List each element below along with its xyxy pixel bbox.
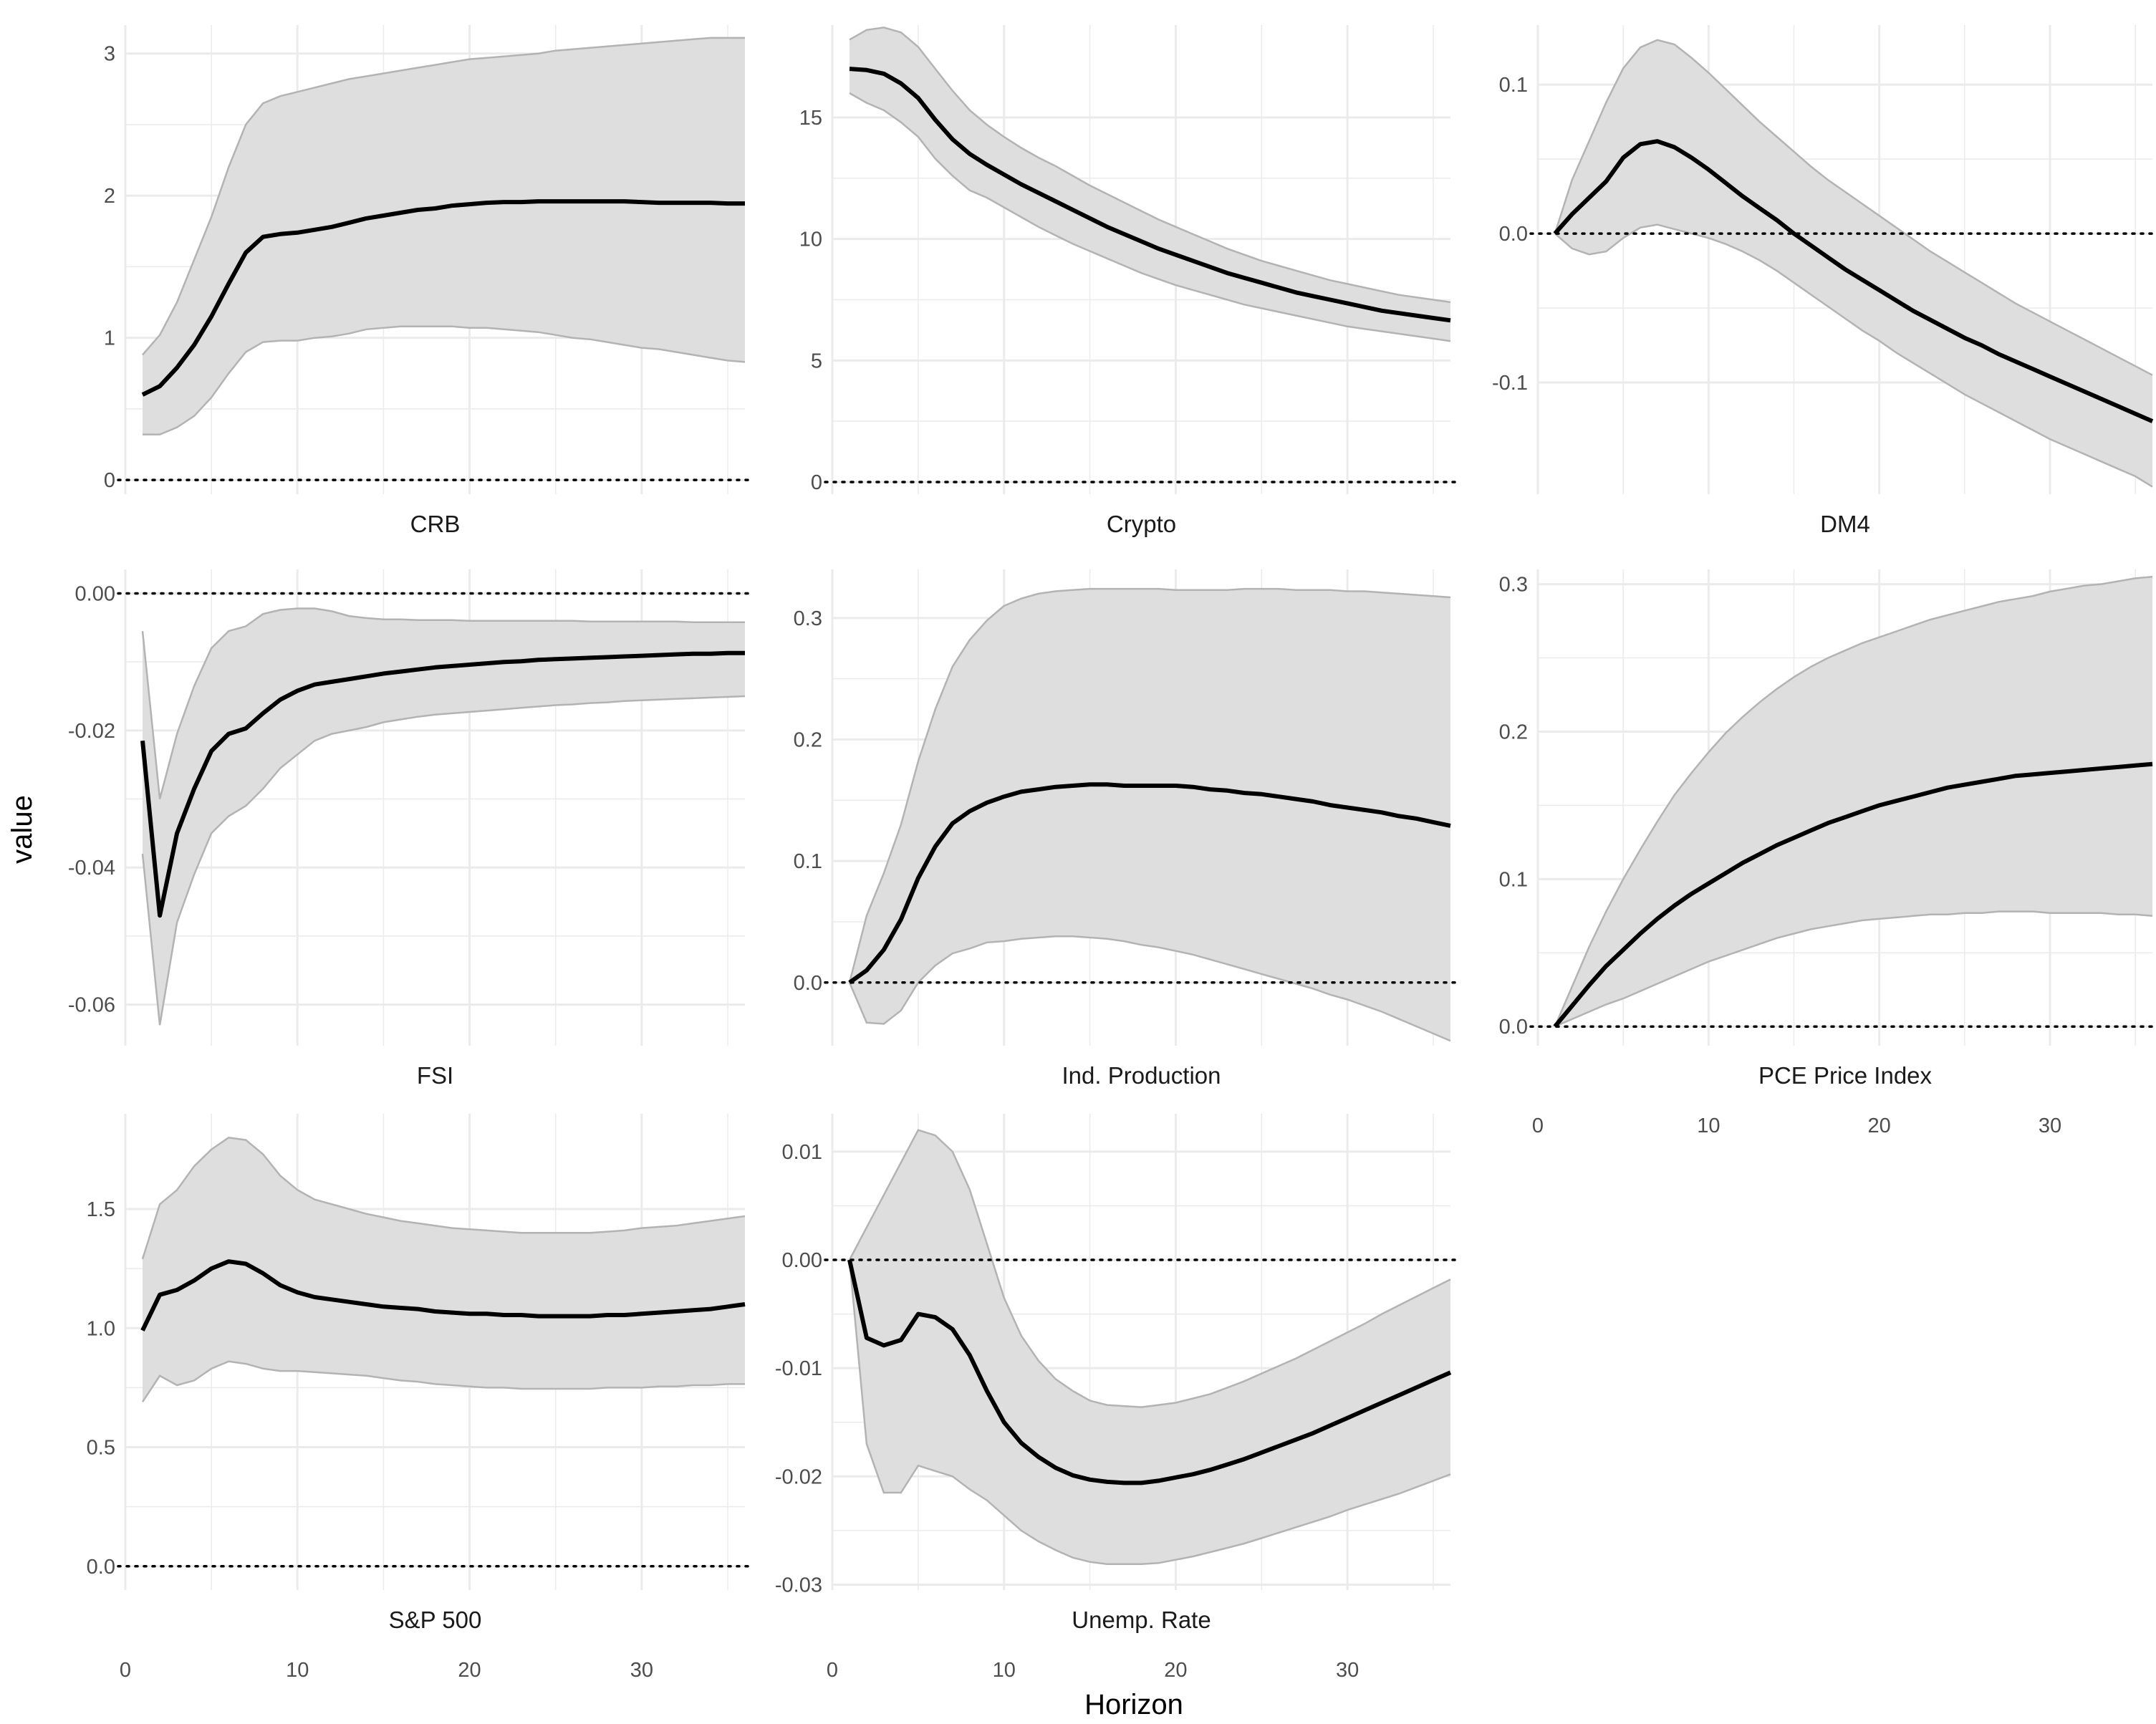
x-tick-label: 0: [1532, 1114, 1544, 1137]
response-line: [1553, 761, 2153, 1029]
y-tick-label: 0.1: [794, 850, 822, 873]
panel-title: FSI: [417, 1062, 453, 1089]
y-tick-label: 15: [799, 107, 822, 130]
y-tick-label: 0.00: [782, 1249, 822, 1272]
y-tick-label: 0: [811, 471, 822, 494]
response-line: [140, 1259, 746, 1331]
response-line: [140, 650, 745, 918]
y-tick-label: -0.03: [775, 1574, 822, 1597]
y-tick-label: 0.3: [1499, 574, 1528, 597]
y-axis-title: value: [6, 795, 38, 864]
y-tick-label: 0.3: [794, 607, 822, 630]
lower-bound-line: [143, 325, 746, 435]
x-tick-label: 30: [2039, 1114, 2061, 1137]
x-tick-label: 30: [1336, 1659, 1359, 1682]
y-tick-label: 0.00: [75, 582, 115, 605]
y-tick-label: 0: [104, 469, 115, 492]
upper-bound-line: [849, 27, 1451, 304]
panel-title: Ind. Production: [1062, 1062, 1221, 1089]
panel-title: PCE Price Index: [1758, 1062, 1933, 1089]
y-tick-label: 0.2: [794, 729, 822, 752]
y-tick-label: 0.0: [1499, 1016, 1528, 1039]
confidence-band: [1554, 39, 2152, 487]
y-tick-label: -0.02: [68, 720, 115, 743]
response-line: [141, 199, 745, 397]
confidence-band: [850, 27, 1450, 342]
upper-bound-line: [848, 1129, 1451, 1408]
lower-bound-line: [849, 92, 1451, 342]
confidence-band: [1554, 577, 2152, 1027]
y-tick-label: 0.1: [1499, 868, 1528, 891]
y-tick-label: 5: [811, 350, 822, 372]
x-axis-title: Horizon: [1084, 1689, 1183, 1720]
y-tick-label: -0.01: [775, 1357, 822, 1380]
upper-bound-line: [848, 587, 1451, 983]
x-tick-label: 20: [458, 1659, 481, 1682]
upper-bound-line: [142, 37, 745, 356]
y-tick-label: 0.0: [87, 1556, 115, 1579]
panel-ind-production: 0.0 0.1 0.2 0.3 Ind. Production: [794, 569, 1459, 1089]
upper-bound-line: [1554, 39, 2153, 376]
lower-bound-line: [1554, 910, 2153, 1028]
panel-title: Crypto: [1107, 511, 1176, 537]
confidence-band: [143, 608, 745, 1026]
panel-pce-price-index: 0.0 0.1 0.2 0.3 PCE Price Index 0 10 20 30: [1499, 569, 2156, 1137]
panel-title: Unemp. Rate: [1072, 1607, 1211, 1633]
y-tick-label: 0.0: [1499, 223, 1528, 246]
confidence-band: [850, 1130, 1450, 1564]
panel-crypto: 0 5 10 15 Crypto: [799, 25, 1459, 537]
y-tick-label: 0.0: [794, 972, 822, 995]
x-tick-label: 10: [1697, 1114, 1720, 1137]
y-tick-label: 0.5: [87, 1437, 115, 1460]
y-tick-label: -0.06: [68, 994, 115, 1017]
x-tick-label: 30: [630, 1659, 653, 1682]
y-tick-label: -0.1: [1492, 372, 1528, 395]
y-tick-label: 1.5: [87, 1198, 115, 1221]
response-line: [848, 782, 1451, 985]
x-tick-label: 20: [1164, 1659, 1187, 1682]
lower-bound-line: [141, 695, 746, 1026]
panel-unemp-rate: -0.03 -0.02 -0.01 0.00 0.01 Unemp. Rate 0 10 20 3…: [775, 1114, 1459, 1682]
panel-crb: 0 1 2 3 CRB: [104, 25, 754, 537]
panel-title: DM4: [1820, 511, 1870, 537]
y-tick-label: 0.1: [1499, 74, 1528, 97]
panels-group: 0123CRB051015Crypto-0.10.00.1DM4-0.06-0.…: [68, 25, 2156, 1682]
y-tick-label: 0.01: [782, 1141, 822, 1164]
y-tick-label: 2: [104, 185, 115, 208]
x-tick-label: 0: [120, 1659, 131, 1682]
y-tick-label: 3: [104, 43, 115, 66]
lower-bound-line: [141, 1360, 745, 1402]
response-line: [847, 1259, 1452, 1485]
lower-bound-line: [848, 935, 1451, 1042]
y-tick-label: 10: [799, 228, 822, 251]
panel-title: CRB: [410, 511, 461, 537]
y-tick-label: -0.04: [68, 857, 115, 880]
response-line: [1553, 139, 2154, 423]
panel-sandp-500: 0.0 0.5 1.0 1.5 S&P 500 0 10 20 30: [87, 1114, 754, 1682]
confidence-band: [143, 37, 745, 435]
lower-bound-line: [1554, 223, 2153, 488]
y-tick-label: 1: [104, 327, 115, 350]
lower-bound-line: [848, 1259, 1451, 1565]
confidence-band: [143, 1137, 745, 1402]
y-tick-label: 1.0: [87, 1317, 115, 1340]
upper-bound-line: [141, 607, 745, 799]
panel-title: S&P 500: [389, 1607, 482, 1633]
panel-dm4: -0.1 0.0 0.1 DM4: [1492, 25, 2156, 537]
upper-bound-line: [1554, 576, 2153, 1027]
x-tick-label: 10: [286, 1659, 309, 1682]
confidence-band: [850, 589, 1450, 1041]
panel-fsi: -0.06 -0.04 -0.02 0.00 FSI: [68, 569, 754, 1089]
upper-bound-line: [141, 1136, 746, 1260]
y-tick-label: 0.2: [1499, 721, 1528, 743]
response-line: [849, 67, 1451, 323]
y-tick-label: -0.02: [775, 1465, 822, 1488]
x-tick-label: 0: [827, 1659, 838, 1682]
x-tick-label: 10: [993, 1659, 1016, 1682]
x-tick-label: 20: [1868, 1114, 1891, 1137]
